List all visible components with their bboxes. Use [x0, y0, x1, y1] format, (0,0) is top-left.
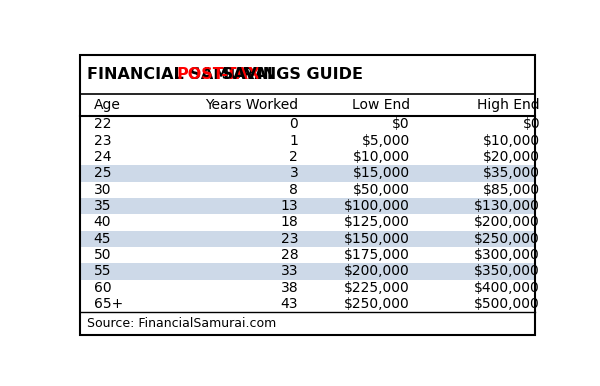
Text: 33: 33	[281, 264, 298, 278]
Text: 0: 0	[289, 117, 298, 131]
Text: 55: 55	[94, 264, 111, 278]
Text: $10,000: $10,000	[353, 150, 410, 164]
Text: 60: 60	[94, 281, 111, 295]
Text: $175,000: $175,000	[344, 248, 410, 262]
Text: 22: 22	[94, 117, 111, 131]
Text: $100,000: $100,000	[344, 199, 410, 213]
Text: $85,000: $85,000	[483, 183, 540, 197]
Text: $200,000: $200,000	[474, 215, 540, 229]
Text: 23: 23	[94, 134, 111, 148]
Text: POST-TAX: POST-TAX	[176, 67, 260, 82]
Text: Source: FinancialSamurai.com: Source: FinancialSamurai.com	[86, 317, 276, 330]
Text: $35,000: $35,000	[483, 166, 540, 180]
Text: 35: 35	[94, 199, 111, 213]
Text: $250,000: $250,000	[474, 232, 540, 246]
Text: 1: 1	[289, 134, 298, 148]
Text: FINANCIAL SAMURAI: FINANCIAL SAMURAI	[86, 67, 278, 82]
Text: 3: 3	[289, 166, 298, 180]
Text: $500,000: $500,000	[474, 297, 540, 311]
Text: 45: 45	[94, 232, 111, 246]
Text: $400,000: $400,000	[474, 281, 540, 295]
Text: $15,000: $15,000	[353, 166, 410, 180]
Text: $300,000: $300,000	[474, 248, 540, 262]
Text: $200,000: $200,000	[344, 264, 410, 278]
Text: $130,000: $130,000	[474, 199, 540, 213]
Text: $125,000: $125,000	[344, 215, 410, 229]
Text: High End: High End	[478, 98, 540, 112]
Text: 38: 38	[281, 281, 298, 295]
Text: Low End: Low End	[352, 98, 410, 112]
Text: $20,000: $20,000	[483, 150, 540, 164]
Text: 18: 18	[280, 215, 298, 229]
Text: 23: 23	[281, 232, 298, 246]
Text: Age: Age	[94, 98, 121, 112]
Text: 28: 28	[281, 248, 298, 262]
Text: 30: 30	[94, 183, 111, 197]
Text: 43: 43	[281, 297, 298, 311]
Text: $10,000: $10,000	[483, 134, 540, 148]
Text: $0: $0	[392, 117, 410, 131]
Text: 8: 8	[289, 183, 298, 197]
Text: 25: 25	[94, 166, 111, 180]
Text: $250,000: $250,000	[344, 297, 410, 311]
Bar	[80, 230, 535, 247]
Text: 65+: 65+	[94, 297, 123, 311]
Text: 13: 13	[281, 199, 298, 213]
Text: $225,000: $225,000	[344, 281, 410, 295]
Text: $150,000: $150,000	[344, 232, 410, 246]
Text: SAVINGS GUIDE: SAVINGS GUIDE	[216, 67, 363, 82]
Text: Years Worked: Years Worked	[205, 98, 298, 112]
Bar	[80, 263, 535, 279]
Bar	[80, 198, 535, 214]
Text: $5,000: $5,000	[362, 134, 410, 148]
Text: $0: $0	[523, 117, 540, 131]
Bar	[80, 165, 535, 181]
Text: $50,000: $50,000	[353, 183, 410, 197]
Text: 40: 40	[94, 215, 111, 229]
Text: 50: 50	[94, 248, 111, 262]
Text: 24: 24	[94, 150, 111, 164]
Text: 2: 2	[289, 150, 298, 164]
Text: $350,000: $350,000	[474, 264, 540, 278]
